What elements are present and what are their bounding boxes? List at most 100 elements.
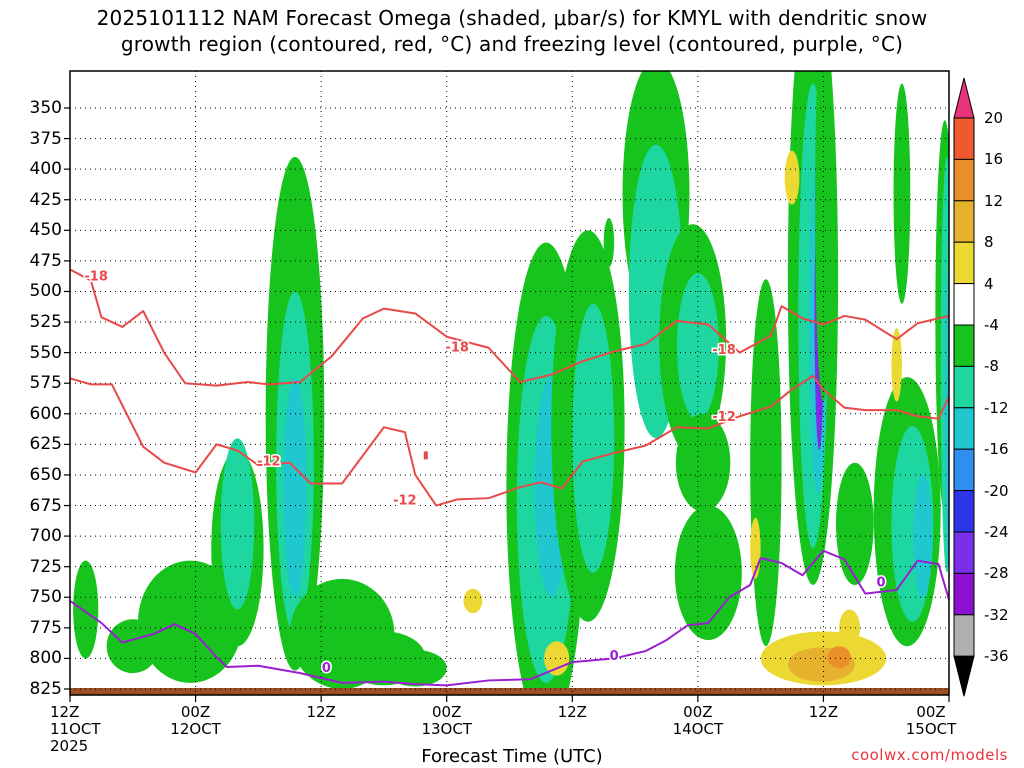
ground-strip <box>70 688 949 695</box>
colorbar-bottom-arrow <box>953 655 975 697</box>
x-tick-label: 12Z 11OCT 2025 <box>50 703 101 755</box>
colorbar-label: -24 <box>984 523 1009 541</box>
x-tick-label: 00Z 15OCT <box>905 703 957 738</box>
credit-text: coolwx.com/models <box>851 746 1008 764</box>
colorbar-box <box>953 365 975 409</box>
dgz-contour-label: -12 <box>257 454 281 469</box>
omega-shade-area <box>603 218 615 268</box>
omega-shade-area <box>839 609 861 647</box>
omega-shade-area <box>893 83 911 304</box>
y-ticks <box>64 107 70 690</box>
omega-shade-area <box>675 413 731 512</box>
y-tick-label: 475 <box>29 250 62 271</box>
omega-shade-area <box>283 377 307 598</box>
dgz-neg18-contour <box>70 268 949 387</box>
omega-shade-area <box>674 505 742 641</box>
colorbar-box <box>953 531 975 574</box>
gridlines <box>70 71 949 695</box>
dgz-contour-fragment <box>423 451 428 460</box>
y-tick-label: 725 <box>29 556 62 577</box>
contours <box>70 268 949 687</box>
y-tick-label: 775 <box>29 617 62 638</box>
colorbar-top-arrow <box>953 77 975 119</box>
dgz-contour-label: -18 <box>84 270 108 285</box>
y-tick-label: 450 <box>29 220 62 241</box>
colorbar-label: -8 <box>984 357 999 376</box>
colorbar-box <box>953 324 975 367</box>
colorbar <box>953 77 975 697</box>
x-ticks <box>69 695 950 702</box>
y-tick-label: 600 <box>29 403 62 424</box>
y-tick-label: 375 <box>29 128 62 149</box>
dgz-contour-label: -12 <box>393 493 417 508</box>
colorbar-box <box>953 614 975 657</box>
colorbar-box <box>953 283 975 326</box>
y-tick-label: 400 <box>29 159 62 180</box>
omega-shade-area <box>913 474 933 598</box>
colorbar-box <box>953 158 975 202</box>
omega-shade-area <box>944 267 949 561</box>
x-tick-label: 00Z 14OCT <box>672 703 724 738</box>
freezing-contour-label: 0 <box>876 575 885 590</box>
colorbar-box <box>953 572 975 616</box>
omega-shading <box>70 71 949 695</box>
y-tick-label: 425 <box>29 189 62 210</box>
omega-shade-area <box>827 646 851 669</box>
colorbar-label: -16 <box>984 440 1009 459</box>
colorbar-label: -12 <box>984 398 1009 417</box>
dgz-neg12-contour <box>70 374 949 507</box>
chart-title-line1: 2025101112 NAM Forecast Omega (shaded, μ… <box>96 6 928 30</box>
colorbar-box <box>953 241 975 285</box>
y-tick-label: 675 <box>29 495 62 516</box>
omega-shade-area <box>73 560 99 659</box>
dgz-contour-label: -18 <box>712 343 736 358</box>
omega-shade-area <box>891 328 902 402</box>
y-tick-label: 500 <box>29 281 62 302</box>
omega-shade-area <box>750 279 782 647</box>
colorbar-label: 16 <box>984 150 1004 169</box>
x-tick-label: 00Z 13OCT <box>421 703 472 738</box>
omega-shade-area <box>784 150 800 205</box>
omega-shade-area <box>572 303 615 573</box>
colorbar-label: 12 <box>984 191 1004 210</box>
y-tick-label: 575 <box>29 373 62 394</box>
y-tick-label: 750 <box>29 587 62 608</box>
colorbar-label: 20 <box>984 109 1004 127</box>
colorbar-label: -4 <box>984 316 999 334</box>
colorbar-label: -28 <box>984 564 1009 583</box>
freezing-contour-label: 0 <box>322 661 331 676</box>
omega-shade-area <box>220 438 255 610</box>
freezing-level-contour <box>70 549 949 687</box>
contour-labels: -18 -18 -18 -12 -12 -12 0 0 0 <box>83 268 887 677</box>
colorbar-label: -36 <box>984 647 1009 666</box>
colorbar-box <box>953 117 975 160</box>
colorbar-label: 8 <box>984 233 994 252</box>
y-tick-label: 800 <box>29 648 62 669</box>
y-tick-label: 525 <box>29 312 62 333</box>
colorbar-label: -20 <box>984 481 1009 500</box>
colorbar-box <box>953 407 975 450</box>
x-tick-label: 12Z <box>808 703 839 721</box>
y-tick-label: 350 <box>29 98 62 118</box>
colorbar-box <box>953 200 975 243</box>
omega-shade-area <box>383 649 447 687</box>
dgz-contour-label: -18 <box>445 341 469 356</box>
omega-shade-area <box>815 71 832 402</box>
y-tick-label: 825 <box>29 679 62 699</box>
y-tick-label: 650 <box>29 464 62 485</box>
y-tick-label: 700 <box>29 526 62 547</box>
freezing-contour-label: 0 <box>610 649 619 664</box>
x-tick-label: 00Z 12OCT <box>170 703 221 738</box>
colorbar-label: 4 <box>984 274 994 293</box>
dgz-contour-label: -12 <box>712 410 736 425</box>
y-tick-label: 550 <box>29 342 62 363</box>
x-tick-label: 12Z <box>557 703 587 721</box>
colorbar-label: -32 <box>984 605 1009 624</box>
colorbar-box <box>953 448 975 492</box>
omega-shade-area <box>835 462 874 586</box>
omega-shade-area <box>463 588 483 614</box>
colorbar-box <box>953 490 975 533</box>
y-tick-label: 625 <box>29 434 62 455</box>
chart-title-line2: growth region (contoured, red, °C) and f… <box>120 32 904 56</box>
